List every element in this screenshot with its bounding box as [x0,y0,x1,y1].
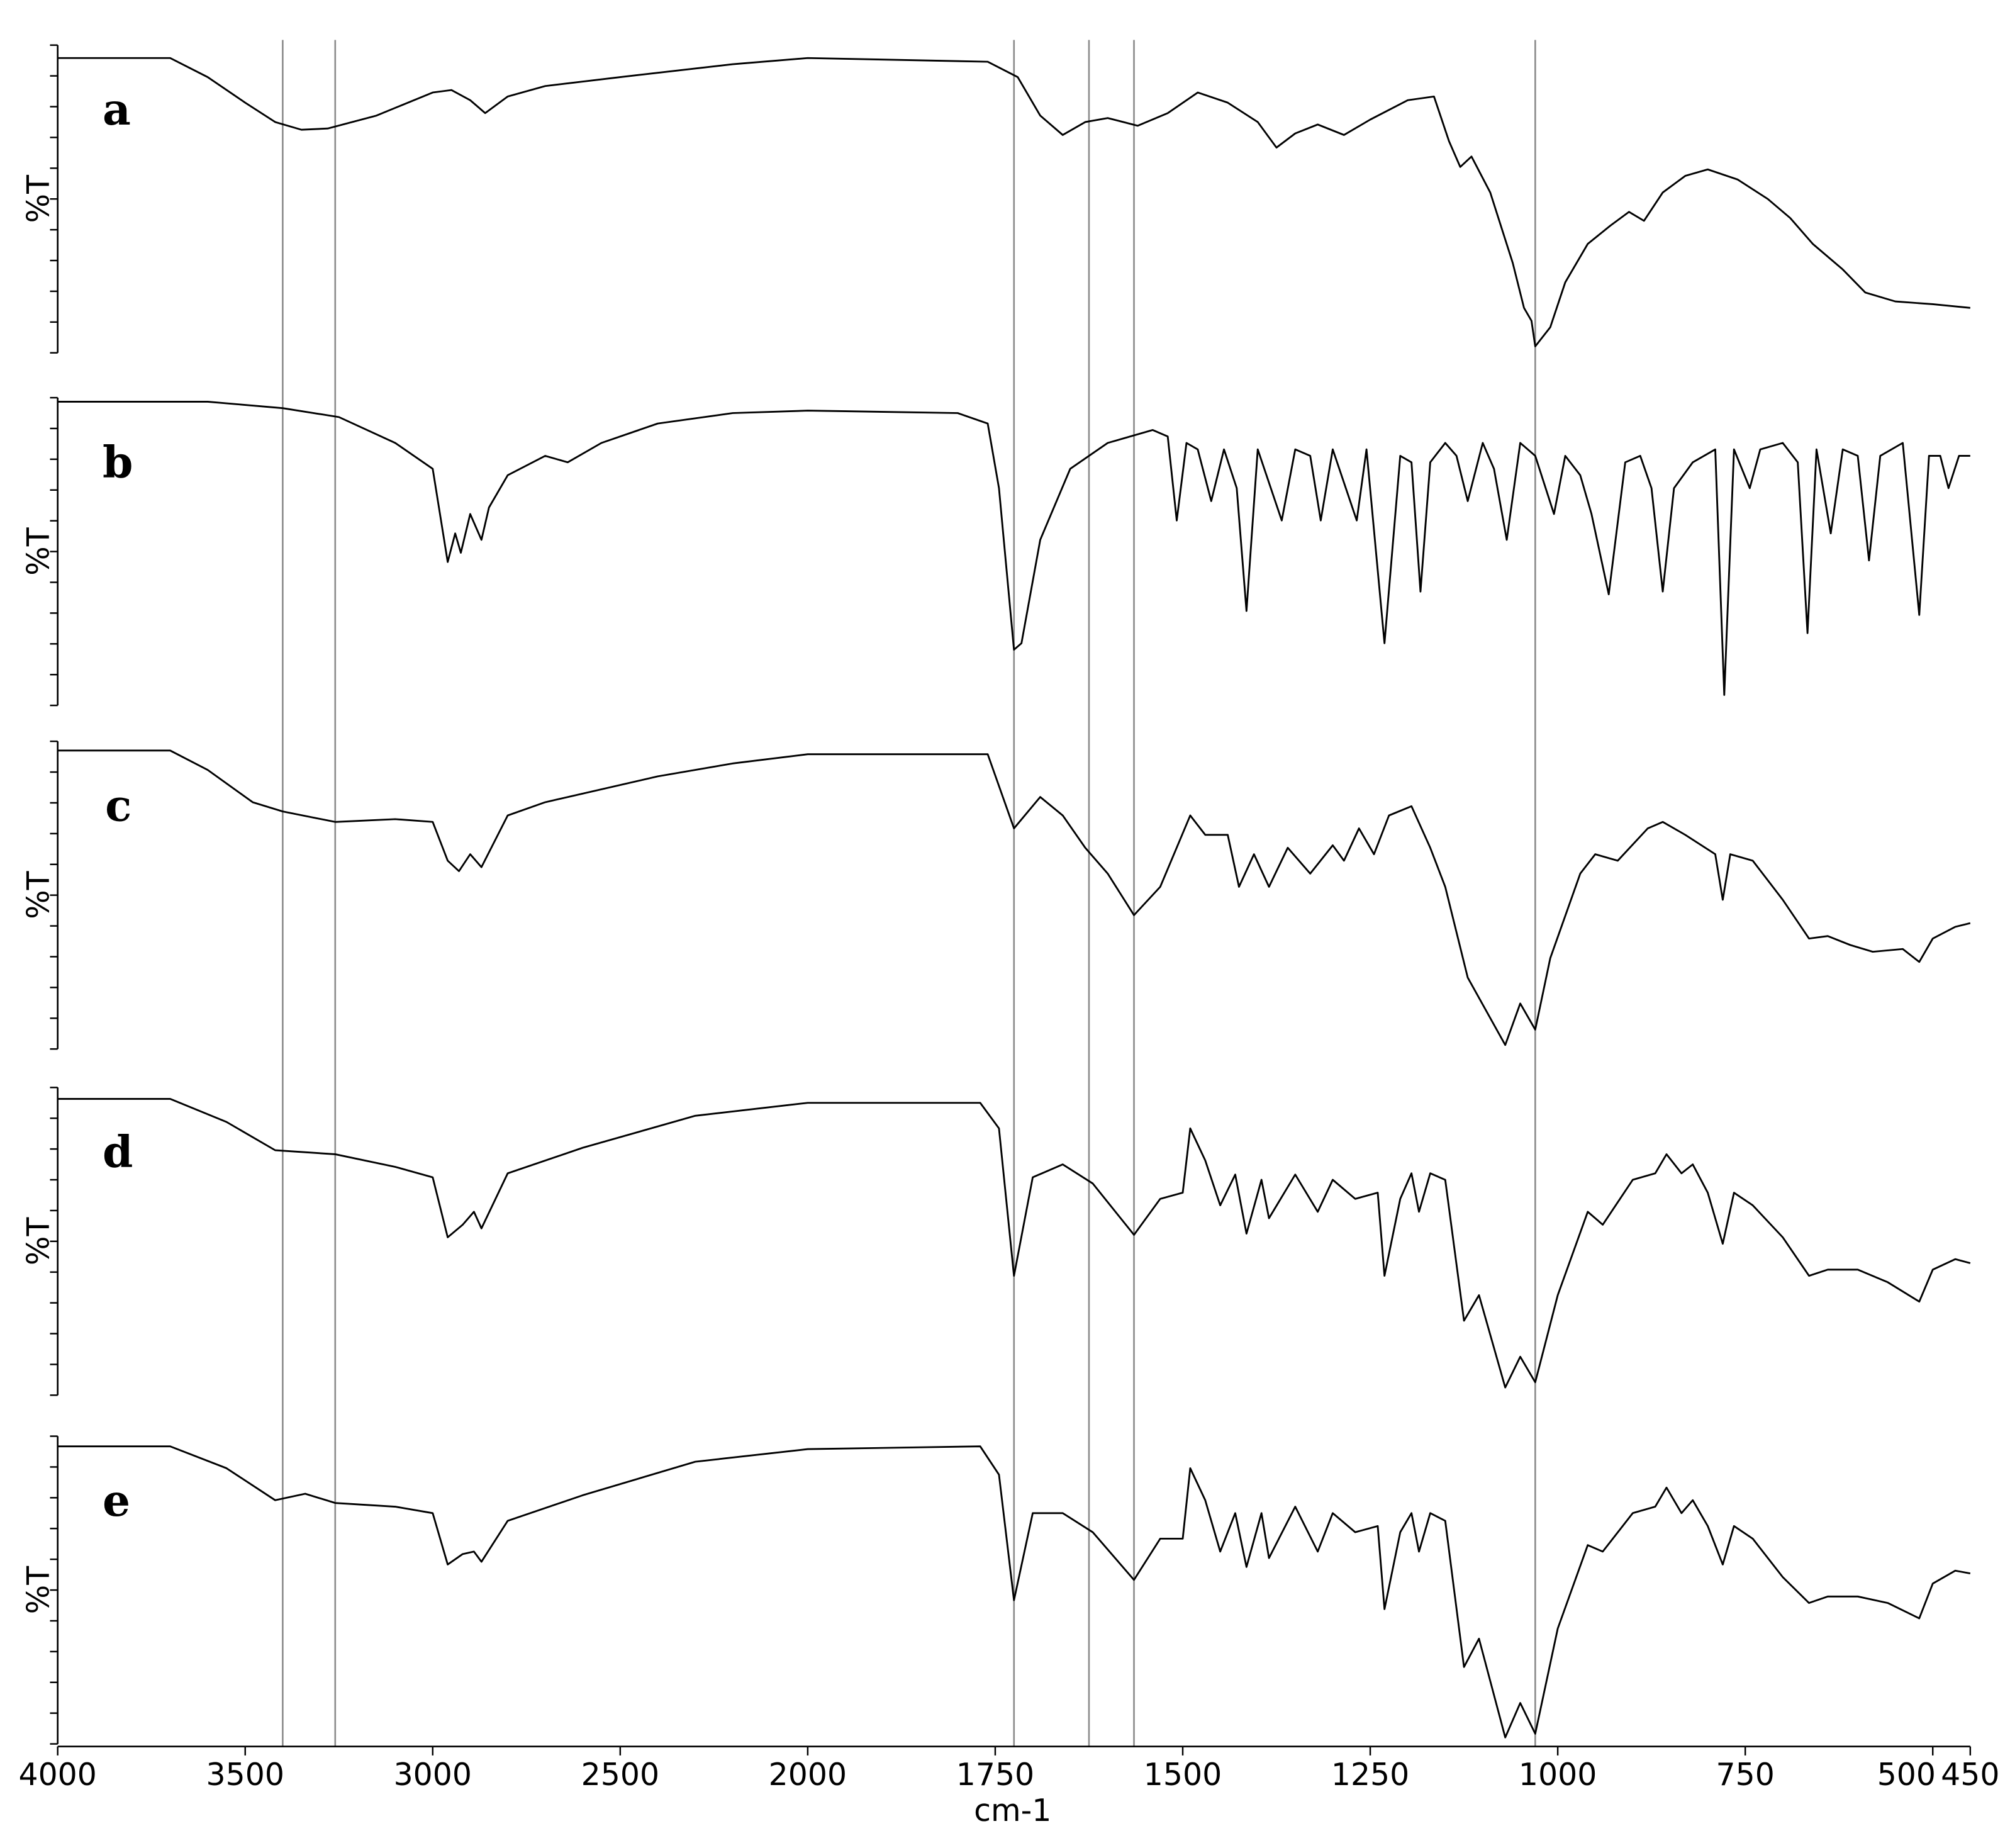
panel-label: a [103,84,131,135]
panel-label: c [105,780,131,831]
x-tick-label: 4000 [18,1757,96,1793]
x-tick-label: 500 [1877,1757,1936,1793]
y-axis-label: %T [20,1566,56,1614]
panel-label: b [103,437,133,488]
spectrum-line [57,400,1970,696]
spectrum-line [57,1097,1971,1389]
x-tick-label: 1000 [1519,1757,1597,1793]
y-axis-label: %T [20,527,56,575]
y-axis-label: %T [20,1218,56,1265]
x-tick-label: 450 [1941,1757,1999,1793]
x-tick-label: 750 [1716,1757,1775,1793]
x-tick-label: 3000 [394,1757,472,1793]
panel-label: d [103,1127,133,1178]
x-tick-label: 1500 [1144,1757,1222,1793]
spectrum-line [57,57,1970,347]
spectrum-line [57,749,1971,1046]
y-axis-label: %T [20,175,56,223]
x-tick-label: 1250 [1331,1757,1409,1793]
spectrum-line [57,1445,1971,1739]
x-axis-label: cm-1 [974,1793,1051,1828]
x-tick-label: 2500 [581,1757,659,1793]
y-axis-label: %T [20,871,56,919]
panel-label: e [103,1476,130,1526]
x-tick-label: 1750 [956,1757,1034,1793]
x-tick-label: 2000 [769,1757,847,1793]
x-tick-label: 3500 [206,1757,284,1793]
